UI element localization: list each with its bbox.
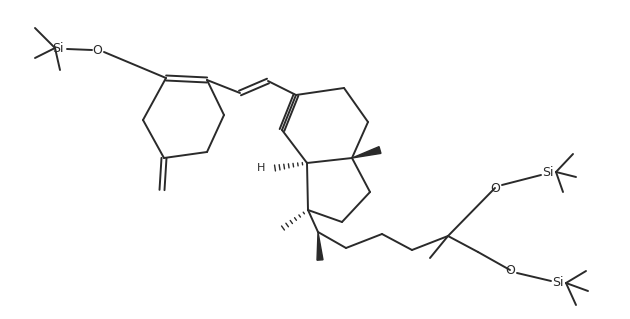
Text: Si: Si [553, 277, 564, 290]
Text: O: O [505, 263, 515, 277]
Text: Si: Si [542, 166, 554, 179]
Text: O: O [490, 182, 500, 195]
Text: O: O [92, 43, 102, 56]
Text: H: H [256, 163, 265, 173]
Polygon shape [352, 147, 381, 158]
Text: Si: Si [52, 41, 64, 55]
Polygon shape [317, 232, 323, 260]
